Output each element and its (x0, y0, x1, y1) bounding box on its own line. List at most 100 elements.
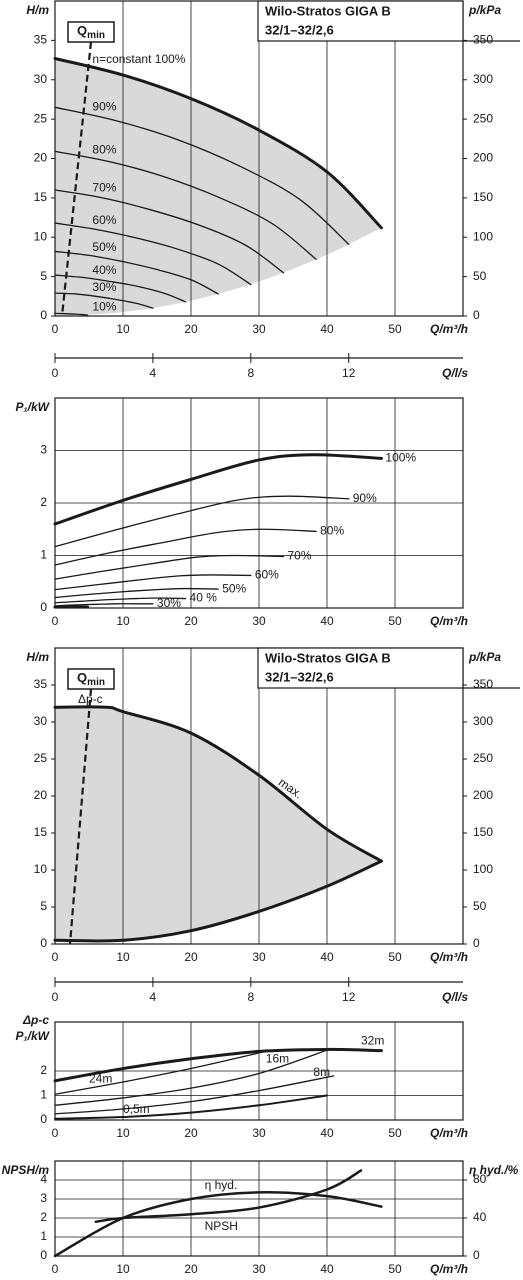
x2-tick-label: 0 (52, 366, 59, 380)
y2-axis-label: η hyd./% (469, 1163, 519, 1177)
y2-tick-label: 250 (473, 111, 493, 125)
x-axis-label: Q/m³/h (430, 1126, 468, 1140)
y-axis-label: H/m (26, 650, 49, 664)
x-tick-label: 0 (52, 1262, 59, 1276)
x-axis-label: Q/m³/h (430, 614, 468, 628)
curve-label: 30% (157, 596, 181, 610)
y2-tick-label: 150 (473, 825, 493, 839)
y-axis-label: P₁/kW (15, 1029, 50, 1043)
x-tick-label: 10 (116, 614, 130, 628)
y-tick-label: 0 (40, 1112, 47, 1126)
x2-tick-label: 4 (150, 990, 157, 1004)
curve-label: 16m (266, 1051, 289, 1065)
y2-axis-label: p/kPa (468, 3, 501, 17)
curve-label: 60% (255, 568, 279, 582)
curve (54, 274, 187, 303)
y2-tick-label: 80 (473, 1172, 487, 1186)
y-tick-label: 35 (34, 33, 48, 47)
y-tick-label: 0 (40, 308, 47, 322)
curve-label: 70% (287, 549, 311, 563)
y2-tick-label: 0 (473, 936, 480, 950)
qmin-label: Qmin (77, 670, 105, 687)
title: Wilo-Stratos GIGA B (265, 3, 391, 18)
y-axis-label-top: Δp-c (22, 1013, 49, 1027)
x-tick-label: 20 (184, 322, 198, 336)
curve (54, 528, 317, 566)
x-tick-label: 0 (52, 614, 59, 628)
y2-tick-label: 300 (473, 714, 493, 728)
y2-tick-label: 150 (473, 190, 493, 204)
x-tick-label: 50 (388, 322, 402, 336)
qmin-box (67, 21, 115, 43)
operating-range (55, 706, 382, 942)
y-tick-label: 1 (40, 1229, 47, 1243)
y2-tick-label: 200 (473, 151, 493, 165)
title-box (257, 647, 464, 689)
y-tick-label: 35 (34, 677, 48, 691)
y-tick-label: 10 (34, 229, 48, 243)
x-tick-label: 40 (320, 950, 334, 964)
title-box (257, 0, 464, 42)
subtitle: 32/1–32/2,6 (265, 669, 334, 684)
curve (53, 453, 383, 526)
y2-axis-label: p/kPa (468, 650, 501, 664)
qmin-sub: min (87, 30, 105, 41)
y2-tick-label: 300 (473, 72, 493, 86)
mode-label: Δp-c (78, 692, 103, 706)
plot-frame (54, 397, 464, 609)
curve (54, 1049, 328, 1106)
y2-tick-label: 350 (473, 33, 493, 47)
curve-label: 50% (92, 240, 116, 254)
y-tick-label: 5 (40, 269, 47, 283)
x2-axis-label: Q/l/s (442, 366, 468, 380)
x-tick-label: 40 (320, 1126, 334, 1140)
y-tick-label: 1 (40, 1088, 47, 1102)
x2-tick-label: 12 (342, 366, 356, 380)
x2-axis-label: Q/l/s (442, 990, 468, 1004)
curve (54, 495, 350, 548)
curve (54, 312, 89, 316)
x-tick-label: 0 (52, 322, 59, 336)
curve (54, 554, 285, 580)
curve (54, 1094, 328, 1120)
curve (54, 1075, 335, 1115)
qmin-sub: min (87, 677, 105, 688)
y-tick-label: 2 (40, 495, 47, 509)
x-tick-label: 0 (52, 950, 59, 964)
curve-label: 32m (361, 1033, 384, 1047)
curve-label: 30% (92, 280, 116, 294)
y-tick-label: 5 (40, 899, 47, 913)
y-tick-label: 3 (40, 443, 47, 457)
y-tick-label: 25 (34, 751, 48, 765)
curve-label: 70% (92, 180, 116, 194)
x-tick-label: 10 (116, 1126, 130, 1140)
curve-label: 90% (353, 491, 377, 505)
x-tick-label: 50 (388, 614, 402, 628)
x-tick-label: 10 (116, 950, 130, 964)
x-axis-label: Q/m³/h (430, 322, 468, 336)
y-tick-label: 15 (34, 190, 48, 204)
x-tick-label: 50 (388, 950, 402, 964)
curve (54, 587, 219, 599)
curve-label: NPSH (205, 1219, 238, 1233)
curve (53, 1191, 383, 1258)
curve-label: η hyd. (205, 1178, 238, 1192)
x2-tick-label: 8 (247, 366, 254, 380)
x-tick-label: 30 (252, 322, 266, 336)
x2-tick-label: 0 (52, 990, 59, 1004)
curve-label: 40% (92, 263, 116, 277)
y-tick-label: 15 (34, 825, 48, 839)
x-tick-label: 20 (184, 950, 198, 964)
x-tick-label: 10 (116, 322, 130, 336)
x-tick-label: 30 (252, 950, 266, 964)
x2-tick-label: 4 (150, 366, 157, 380)
y-tick-label: 25 (34, 111, 48, 125)
y2-tick-label: 50 (473, 899, 487, 913)
curve (54, 150, 317, 260)
curve (53, 859, 383, 943)
curve (54, 1050, 267, 1095)
